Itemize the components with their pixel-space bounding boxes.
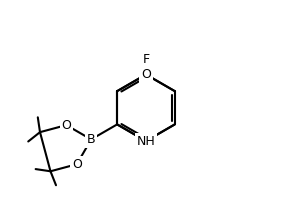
Text: NH: NH [137, 135, 155, 148]
Text: O: O [141, 68, 151, 81]
Text: O: O [62, 119, 71, 131]
Text: F: F [142, 53, 149, 66]
Text: B: B [87, 133, 96, 146]
Text: O: O [72, 158, 82, 171]
